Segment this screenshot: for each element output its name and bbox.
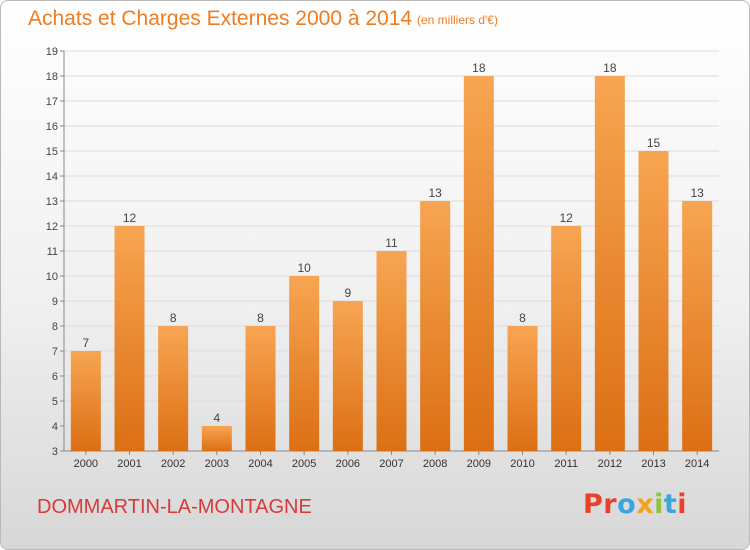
bar-2014 [682,201,713,451]
bar-2006 [332,301,363,451]
y-tick-label: 16 [46,121,58,133]
y-tick-label: 18 [46,71,58,83]
y-tick-label: 11 [47,246,58,258]
x-tick-label-2012: 2012 [598,458,622,470]
commune-name: DOMMARTIN-LA-MONTAGNE [37,496,312,518]
bar-2010 [507,326,538,451]
value-label-2010: 8 [519,311,526,325]
x-tick-label-2009: 2009 [467,458,491,470]
x-tick-label-2005: 2005 [292,458,316,470]
x-tick-label-2006: 2006 [336,458,360,470]
value-label-2003: 4 [213,411,220,425]
value-label-2009: 18 [472,61,486,75]
y-tick-label: 8 [52,321,58,333]
y-tick-label: 7 [52,346,58,358]
value-label-2000: 7 [82,336,89,350]
value-label-2002: 8 [170,311,177,325]
logo-letter: r [603,489,618,520]
value-label-2014: 13 [690,186,704,200]
y-tick-label: 6 [52,371,58,383]
x-tick-label-2000: 2000 [74,458,98,470]
logo-letter: o [617,489,637,520]
y-tick-label: 17 [46,96,58,108]
value-label-2011: 12 [559,211,573,225]
bar-2005 [289,276,320,451]
bar-2009 [463,76,494,451]
bar-2011 [551,226,582,451]
y-tick-label: 14 [46,171,58,183]
bar-2000 [70,351,101,451]
value-label-2006: 9 [344,286,351,300]
bar-2003 [201,426,232,451]
x-tick-label-2003: 2003 [205,458,229,470]
x-tick-label-2010: 2010 [510,458,534,470]
y-tick-label: 5 [52,396,58,408]
x-tick-label-2013: 2013 [641,458,665,470]
bar-2004 [245,326,276,451]
y-tick-label: 12 [46,221,58,233]
y-tick-label: 4 [52,421,58,433]
y-tick-label: 19 [46,46,58,58]
value-label-2013: 15 [647,136,661,150]
x-tick-label-2001: 2001 [117,458,141,470]
x-tick-label-2002: 2002 [161,458,185,470]
y-tick-label: 9 [52,296,58,308]
x-tick-label-2004: 2004 [248,458,272,470]
value-label-2004: 8 [257,311,264,325]
logo-letter: i [654,489,664,520]
logo-letter: i [677,489,688,520]
x-tick-label-2007: 2007 [379,458,403,470]
x-tick-label-2011: 2011 [554,458,578,470]
bar-2012 [594,76,625,451]
y-tick-label: 10 [46,271,58,283]
proxiti-logo: Proxiti [583,489,687,520]
bar-2013 [638,151,669,451]
value-label-2008: 13 [428,186,442,200]
chart-unit: (en milliers d'€) [417,13,498,27]
value-label-2012: 18 [603,61,617,75]
logo-letter: P [583,489,604,520]
logo-letter: t [663,489,678,520]
value-label-2005: 10 [297,261,311,275]
y-tick-label: 15 [46,146,58,158]
y-tick-label: 3 [52,446,58,458]
x-tick-label-2014: 2014 [685,458,709,470]
bar-2001 [114,226,145,451]
chart-title: Achats et Charges Externes 2000 à 2014 [28,7,413,30]
bar-2002 [158,326,189,451]
logo-letter: x [636,489,655,520]
value-label-2007: 11 [385,236,398,250]
bar-2008 [420,201,451,451]
bar-2007 [376,251,407,451]
y-tick-label: 13 [46,196,58,208]
value-label-2001: 12 [123,211,137,225]
x-tick-label-2008: 2008 [423,458,447,470]
